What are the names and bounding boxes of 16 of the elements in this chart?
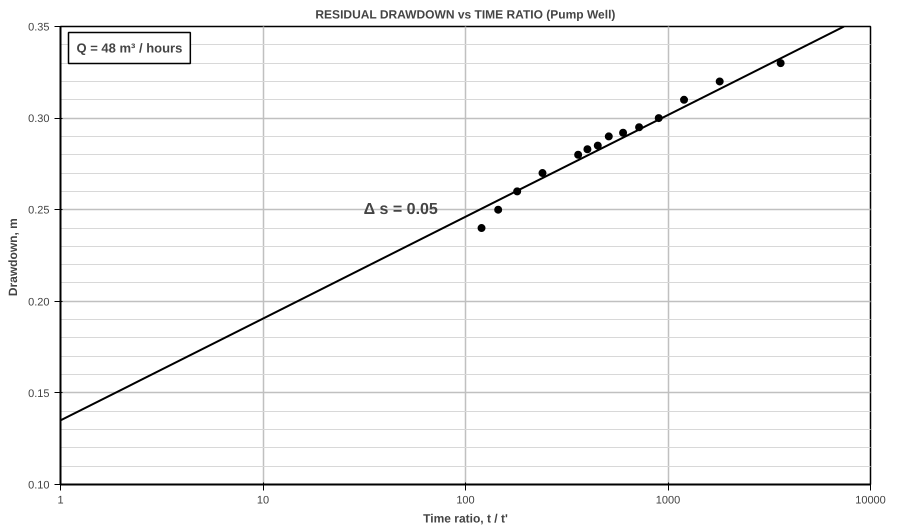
y-tick-label: 0.35 [28, 22, 50, 34]
y-tick-label: 0.30 [28, 113, 50, 126]
x-tick-label: 1 [57, 494, 64, 506]
x-tick-label: 100 [456, 494, 475, 506]
x-axis-title: Time ratio, t / t' [423, 512, 508, 526]
y-tick-label: 0.10 [28, 480, 50, 492]
y-axis-title: Drawdown, m [6, 218, 20, 296]
chart-title: RESIDUAL DRAWDOWN vs TIME RATIO (Pump Well) [315, 8, 616, 22]
x-tick-label: 10 [256, 494, 270, 506]
annotation: Q = 48 m³ / hours [76, 40, 182, 56]
x-tick-label: 1000 [656, 494, 680, 506]
y-tick-label: 0.25 [28, 204, 50, 217]
y-tick-label: 0.20 [28, 296, 50, 308]
x-tick-label: 10000 [855, 494, 886, 506]
y-tick-label: 0.15 [28, 388, 50, 400]
annotation: Δ s = 0.05 [364, 201, 438, 218]
